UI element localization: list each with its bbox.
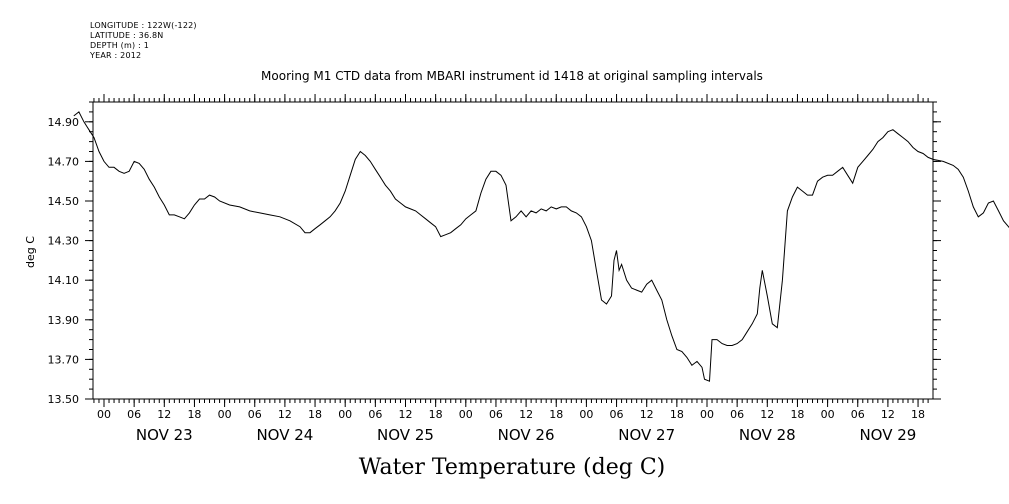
y-tick-label: 14.30 <box>48 235 80 248</box>
x-day-label: NOV 26 <box>498 426 555 444</box>
x-day-label: NOV 27 <box>618 426 675 444</box>
x-tick-label: 00 <box>459 408 473 421</box>
y-axis-label: deg C <box>24 236 37 268</box>
x-day-label: NOV 24 <box>256 426 313 444</box>
x-tick-label: 00 <box>218 408 232 421</box>
depth-label: DEPTH (m) : 1 <box>90 41 149 50</box>
x-day-label: NOV 25 <box>377 426 434 444</box>
axes: 13.50 13.70 13.90 14.10 14.30 14.50 14.70 14.90… <box>48 94 941 444</box>
y-tick-label: 13.70 <box>48 353 80 366</box>
x-tick-label: 18 <box>308 408 322 421</box>
x-tick-label: 06 <box>489 408 503 421</box>
x-tick-label: 12 <box>157 408 171 421</box>
x-tick-label: 00 <box>579 408 593 421</box>
y-tick-label: 14.10 <box>48 274 80 287</box>
x-tick-label: 18 <box>911 408 925 421</box>
x-tick-label: 06 <box>127 408 141 421</box>
y-tick-label: 14.50 <box>48 195 80 208</box>
y-tick-label: 13.50 <box>48 393 80 406</box>
x-tick-label: 18 <box>790 408 804 421</box>
x-tick-label: 12 <box>881 408 895 421</box>
x-tick-label: 12 <box>399 408 413 421</box>
y-tick-label: 14.90 <box>48 116 80 129</box>
chart-title: Mooring M1 CTD data from MBARI instrumen… <box>261 69 763 83</box>
x-tick-label: 18 <box>670 408 684 421</box>
y-tick-label: 13.90 <box>48 314 80 327</box>
x-tick-label: 06 <box>610 408 624 421</box>
x-day-label: NOV 29 <box>859 426 916 444</box>
latitude-label: LATITUDE : 36.8N <box>90 31 164 40</box>
x-tick-label: 18 <box>187 408 201 421</box>
longitude-label: LONGITUDE : 122W(-122) <box>90 21 197 30</box>
x-tick-label: 12 <box>519 408 533 421</box>
x-axis-label: Water Temperature (deg C) <box>358 455 666 480</box>
x-tick-label: 00 <box>338 408 352 421</box>
y-tick-label: 14.70 <box>48 155 80 168</box>
x-tick-label: 12 <box>278 408 292 421</box>
x-tick-label: 00 <box>821 408 835 421</box>
x-tick-label: 18 <box>429 408 443 421</box>
x-day-label: NOV 28 <box>739 426 796 444</box>
year-label: YEAR : 2012 <box>90 51 142 60</box>
x-tick-label: 06 <box>368 408 382 421</box>
x-tick-label: 18 <box>549 408 563 421</box>
x-tick-label: 06 <box>730 408 744 421</box>
x-tick-label: 12 <box>760 408 774 421</box>
x-tick-label: 00 <box>97 408 111 421</box>
x-tick-label: 06 <box>248 408 262 421</box>
plot-frame <box>92 101 934 400</box>
x-tick-label: 06 <box>851 408 865 421</box>
x-tick-label: 00 <box>700 408 714 421</box>
x-tick-label: 12 <box>640 408 654 421</box>
series-line <box>73 111 1009 382</box>
metadata-block: LONGITUDE : 122W(-122) LATITUDE : 36.8N … <box>90 21 197 61</box>
x-day-label: NOV 23 <box>136 426 193 444</box>
